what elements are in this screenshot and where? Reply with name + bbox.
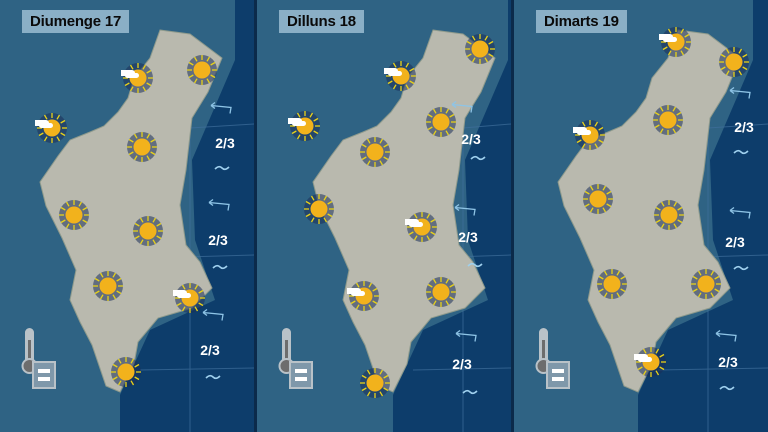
wind-arrow-icon xyxy=(207,198,233,217)
sun-cloud-icon xyxy=(653,25,693,59)
wave-icon xyxy=(212,258,228,276)
sun-icon xyxy=(652,198,686,232)
sun-icon xyxy=(358,135,392,169)
sea-area xyxy=(120,0,254,432)
sun-icon xyxy=(581,182,615,216)
wave-icon xyxy=(719,379,735,397)
sun-icon xyxy=(185,53,219,87)
sea-area xyxy=(638,0,768,432)
forecast-panel: Dilluns 18 2/3 2/3 2/3 xyxy=(257,0,511,432)
land-region xyxy=(557,29,741,393)
sun-icon xyxy=(595,267,629,301)
wind-arrow-icon xyxy=(728,86,754,105)
sun-icon xyxy=(131,214,165,248)
sun-cloud-icon xyxy=(399,210,439,244)
thermometer-equal-icon xyxy=(18,326,62,397)
sun-cloud-icon xyxy=(628,345,668,379)
sun-icon xyxy=(651,103,685,137)
sea-state-label: 2/3 xyxy=(452,356,472,372)
sun-cloud-icon xyxy=(341,279,381,313)
sun-icon xyxy=(424,105,458,139)
sun-cloud-icon xyxy=(167,281,207,315)
wave-icon xyxy=(733,259,749,277)
wave-icon xyxy=(205,368,221,386)
sun-cloud-icon xyxy=(378,59,418,93)
wave-icon xyxy=(470,149,486,167)
day-title: Dilluns 18 xyxy=(279,10,364,33)
sun-icon xyxy=(424,275,458,309)
wave-icon xyxy=(214,159,230,177)
thermometer-equal-icon xyxy=(532,326,576,397)
sun-icon xyxy=(125,130,159,164)
wind-arrow-icon xyxy=(450,100,476,119)
sun-icon xyxy=(109,355,143,389)
sun-icon xyxy=(302,192,336,226)
wind-arrow-icon xyxy=(209,101,235,120)
sun-cloud-icon xyxy=(282,109,322,143)
sun-icon xyxy=(689,267,723,301)
wave-icon xyxy=(467,256,483,274)
sea-state-label: 2/3 xyxy=(215,135,235,151)
sea-state-label: 2/3 xyxy=(725,234,745,250)
sea-state-label: 2/3 xyxy=(200,342,220,358)
sun-cloud-icon xyxy=(115,61,155,95)
sea-state-label: 2/3 xyxy=(461,131,481,147)
wind-arrow-icon xyxy=(454,329,480,348)
sea-area xyxy=(393,0,511,432)
sun-icon xyxy=(57,198,91,232)
sun-icon xyxy=(463,32,497,66)
wave-icon xyxy=(462,383,478,401)
sea-state-label: 2/3 xyxy=(208,232,228,248)
sun-icon xyxy=(91,269,125,303)
day-title: Diumenge 17 xyxy=(22,10,130,33)
sea-state-label: 2/3 xyxy=(734,119,754,135)
thermometer-equal-icon xyxy=(275,326,319,397)
sun-cloud-icon xyxy=(29,111,69,145)
forecast-panel: Diumenge 17 2/3 2/3 2/3 xyxy=(0,0,254,432)
sea-state-label: 2/3 xyxy=(458,229,478,245)
wind-arrow-icon xyxy=(714,329,740,348)
wind-arrow-icon xyxy=(728,206,754,225)
sun-icon xyxy=(717,45,751,79)
wave-icon xyxy=(733,143,749,161)
wind-arrow-icon xyxy=(453,203,479,222)
map-background xyxy=(557,0,768,432)
forecast-panel: Dimarts 19 2/3 2/3 2/3 xyxy=(514,0,768,432)
day-title: Dimarts 19 xyxy=(536,10,627,33)
wind-arrow-icon xyxy=(201,308,227,327)
sun-cloud-icon xyxy=(567,118,607,152)
sun-icon xyxy=(358,366,392,400)
sea-state-label: 2/3 xyxy=(718,354,738,370)
